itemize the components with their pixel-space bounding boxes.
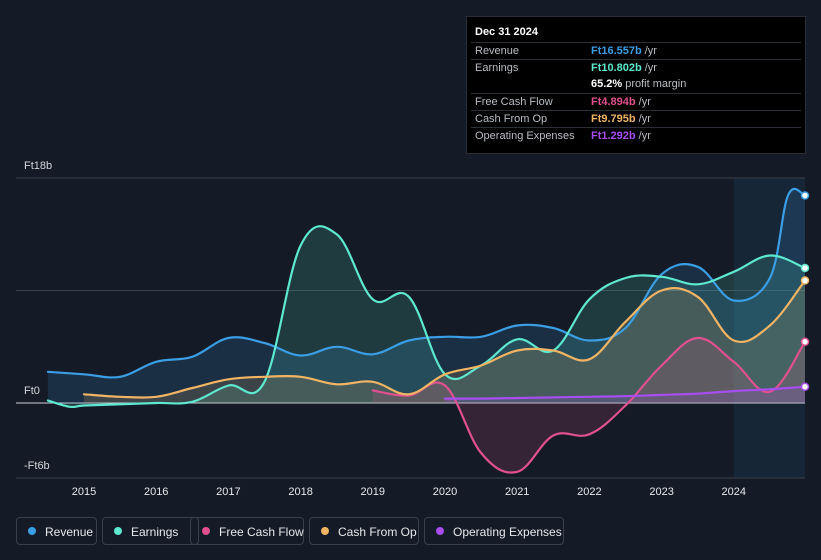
legend-label: Cash From Op <box>338 525 417 539</box>
x-tick-label: 2024 <box>722 486 746 498</box>
end-marker-cash-from-op <box>800 276 810 285</box>
line-revenue <box>46 187 807 379</box>
tooltip-label: Earnings <box>475 62 519 74</box>
legend-item-cash-from-op[interactable]: Cash From Op <box>309 517 419 545</box>
x-tick-label: 2019 <box>361 486 385 498</box>
area-operating-expenses <box>445 386 805 403</box>
legend-item-free-cash-flow[interactable]: Free Cash Flow <box>190 517 304 545</box>
end-marker-free-cash-flow <box>800 337 810 346</box>
legend-label: Revenue <box>45 525 94 539</box>
legend-item-earnings[interactable]: Earnings <box>102 517 199 545</box>
tooltip-label: Free Cash Flow <box>475 96 553 108</box>
tooltip-row-revenue: Revenue Ft16.557b/yr <box>471 42 801 60</box>
tooltip-label: Revenue <box>475 45 520 57</box>
tooltip-row-cash-from-op: Cash From Op Ft9.795b/yr <box>471 110 801 128</box>
tooltip-row-operating-expenses: Operating Expenses Ft1.292b/yr <box>471 127 801 145</box>
legend-label: Earnings <box>131 525 179 539</box>
tooltip-label: Operating Expenses <box>475 130 575 142</box>
x-axis-labels: 2015 2016 2017 2018 2019 2020 2021 2022 2023 2024 <box>72 486 746 498</box>
tooltip-value: Ft4.894b/yr <box>591 96 651 108</box>
x-tick-label: 2015 <box>72 486 96 498</box>
line-earnings <box>46 225 807 409</box>
line-free-cash-flow <box>371 336 807 474</box>
legend-item-operating-expenses[interactable]: Operating Expenses <box>424 517 564 545</box>
area-free-cash-flow <box>372 337 805 473</box>
x-tick-label: 2020 <box>433 486 457 498</box>
series-areas <box>47 188 805 473</box>
area-earnings <box>47 226 805 408</box>
y-axis-labels: Ft18b Ft0 -Ft6b <box>24 160 52 472</box>
series-end-markers <box>800 191 810 391</box>
y-tick-label: -Ft6b <box>24 460 50 472</box>
end-marker-operating-expenses <box>800 382 810 391</box>
x-tick-label: 2021 <box>505 486 529 498</box>
tooltip-row-free-cash-flow: Free Cash Flow Ft4.894b/yr <box>471 93 801 111</box>
highlight-region <box>733 178 805 478</box>
tooltip-value: Ft16.557b/yr <box>591 45 657 57</box>
y-tick-label: Ft0 <box>24 385 40 397</box>
end-marker-earnings <box>800 263 810 273</box>
operating-expenses-dot-icon <box>436 527 444 535</box>
area-cash-from-op <box>84 280 805 403</box>
tooltip-panel: Dec 31 2024 Revenue Ft16.557b/yr Earning… <box>466 16 806 154</box>
line-operating-expenses <box>443 385 807 400</box>
legend-label: Free Cash Flow <box>219 525 304 539</box>
free-cash-flow-dot-icon <box>202 527 210 535</box>
tooltip-label: Cash From Op <box>475 113 548 125</box>
cash-from-op-dot-icon <box>321 527 329 535</box>
tooltip-date: Dec 31 2024 <box>475 26 538 38</box>
legend-label: Operating Expenses <box>453 525 562 539</box>
x-tick-label: 2017 <box>216 486 240 498</box>
tooltip-value: Ft10.802b/yr <box>591 62 657 74</box>
earnings-dot-icon <box>114 527 122 535</box>
tooltip-value: Ft1.292b/yr <box>591 130 651 142</box>
legend-item-revenue[interactable]: Revenue <box>16 517 97 545</box>
tooltip-row-earnings: Earnings Ft10.802b/yr <box>471 59 801 77</box>
series-lines <box>46 187 807 474</box>
x-tick-label: 2023 <box>649 486 673 498</box>
tooltip-value: Ft9.795b/yr <box>591 113 651 125</box>
x-tick-label: 2022 <box>577 486 601 498</box>
tooltip-row-profit-margin: 65.2% profit margin <box>471 76 801 93</box>
y-tick-label: Ft18b <box>24 160 52 172</box>
area-revenue <box>47 188 805 403</box>
line-cash-from-op <box>82 279 807 399</box>
x-tick-label: 2016 <box>144 486 168 498</box>
x-tick-label: 2018 <box>288 486 312 498</box>
tooltip-value: 65.2% profit margin <box>591 78 687 90</box>
end-marker-revenue <box>800 191 810 200</box>
revenue-dot-icon <box>28 527 36 535</box>
